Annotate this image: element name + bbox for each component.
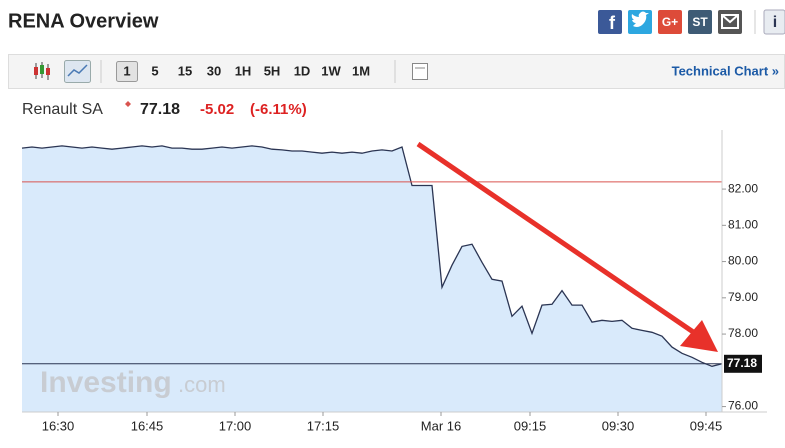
price-line xyxy=(21,145,723,367)
google-button[interactable] xyxy=(658,10,682,34)
table-icon[interactable] xyxy=(412,63,428,80)
range-button[interactable]: 5 xyxy=(151,63,158,78)
x-tick-label: 09:45 xyxy=(690,418,723,433)
info-glyph: i xyxy=(773,14,777,31)
last-price-label: 77.18 xyxy=(727,356,757,370)
trend-arrow-head xyxy=(680,320,718,352)
x-tick-label: 16:45 xyxy=(131,418,164,433)
x-tick-label: Mar 16 xyxy=(421,418,461,433)
y-tick-label: 79.00 xyxy=(728,290,758,304)
range-button[interactable]: 15 xyxy=(178,63,192,78)
range-button[interactable]: 30 xyxy=(207,63,221,78)
candle-icon[interactable] xyxy=(34,62,50,80)
watermark-suffix: .com xyxy=(178,372,226,397)
range-button-selected[interactable] xyxy=(116,61,138,82)
instrument-name: Renault SA xyxy=(22,101,103,118)
watermark-brand: Investing xyxy=(40,366,172,399)
price-area xyxy=(22,145,722,412)
y-tick-label: 81.00 xyxy=(728,218,758,232)
last-price-badge xyxy=(724,354,762,373)
mail-glyph xyxy=(721,14,739,24)
facebook-button[interactable] xyxy=(598,10,622,34)
y-tick-label: 80.00 xyxy=(728,254,758,268)
percent-change: (-6.11%) xyxy=(250,101,307,118)
range-button[interactable]: 1 xyxy=(123,63,130,78)
x-tick-label: 17:15 xyxy=(307,418,340,433)
x-tick-label: 09:15 xyxy=(514,418,547,433)
last-price: 77.18 xyxy=(140,101,180,118)
range-button[interactable]: 1W xyxy=(321,63,341,78)
stocktwits-glyph: ST xyxy=(692,15,708,29)
x-tick-label: 09:30 xyxy=(602,418,635,433)
price-change: -5.02 xyxy=(200,101,234,118)
x-tick-label: 16:30 xyxy=(42,418,75,433)
x-tick-label: 17:00 xyxy=(219,418,252,433)
trend-arrow xyxy=(416,141,704,341)
y-tick-label: 76.00 xyxy=(728,399,758,413)
range-buttons: 1 5 15 30 1H 5H 1D 1W 1M xyxy=(116,61,370,82)
y-tick-label: 82.00 xyxy=(728,181,758,195)
google-glyph: G+ xyxy=(662,15,678,29)
down-marker xyxy=(125,101,131,107)
technical-chart-link[interactable]: Technical Chart » xyxy=(672,63,779,78)
twitter-glyph xyxy=(631,11,649,27)
y-tick-label: 78.00 xyxy=(728,326,758,340)
stocktwits-button[interactable] xyxy=(688,10,712,34)
share-bar: f G+ ST i xyxy=(598,9,785,35)
range-button[interactable]: 1M xyxy=(352,63,370,78)
line-icon-glyph xyxy=(67,64,88,77)
range-button[interactable]: 1D xyxy=(294,63,311,78)
range-button[interactable]: 1H xyxy=(235,63,252,78)
range-button[interactable]: 5H xyxy=(264,63,281,78)
page-title: RENA Overview xyxy=(8,10,159,32)
facebook-glyph: f xyxy=(609,13,616,33)
mail-glyph xyxy=(721,14,739,29)
info-button[interactable] xyxy=(763,9,785,35)
